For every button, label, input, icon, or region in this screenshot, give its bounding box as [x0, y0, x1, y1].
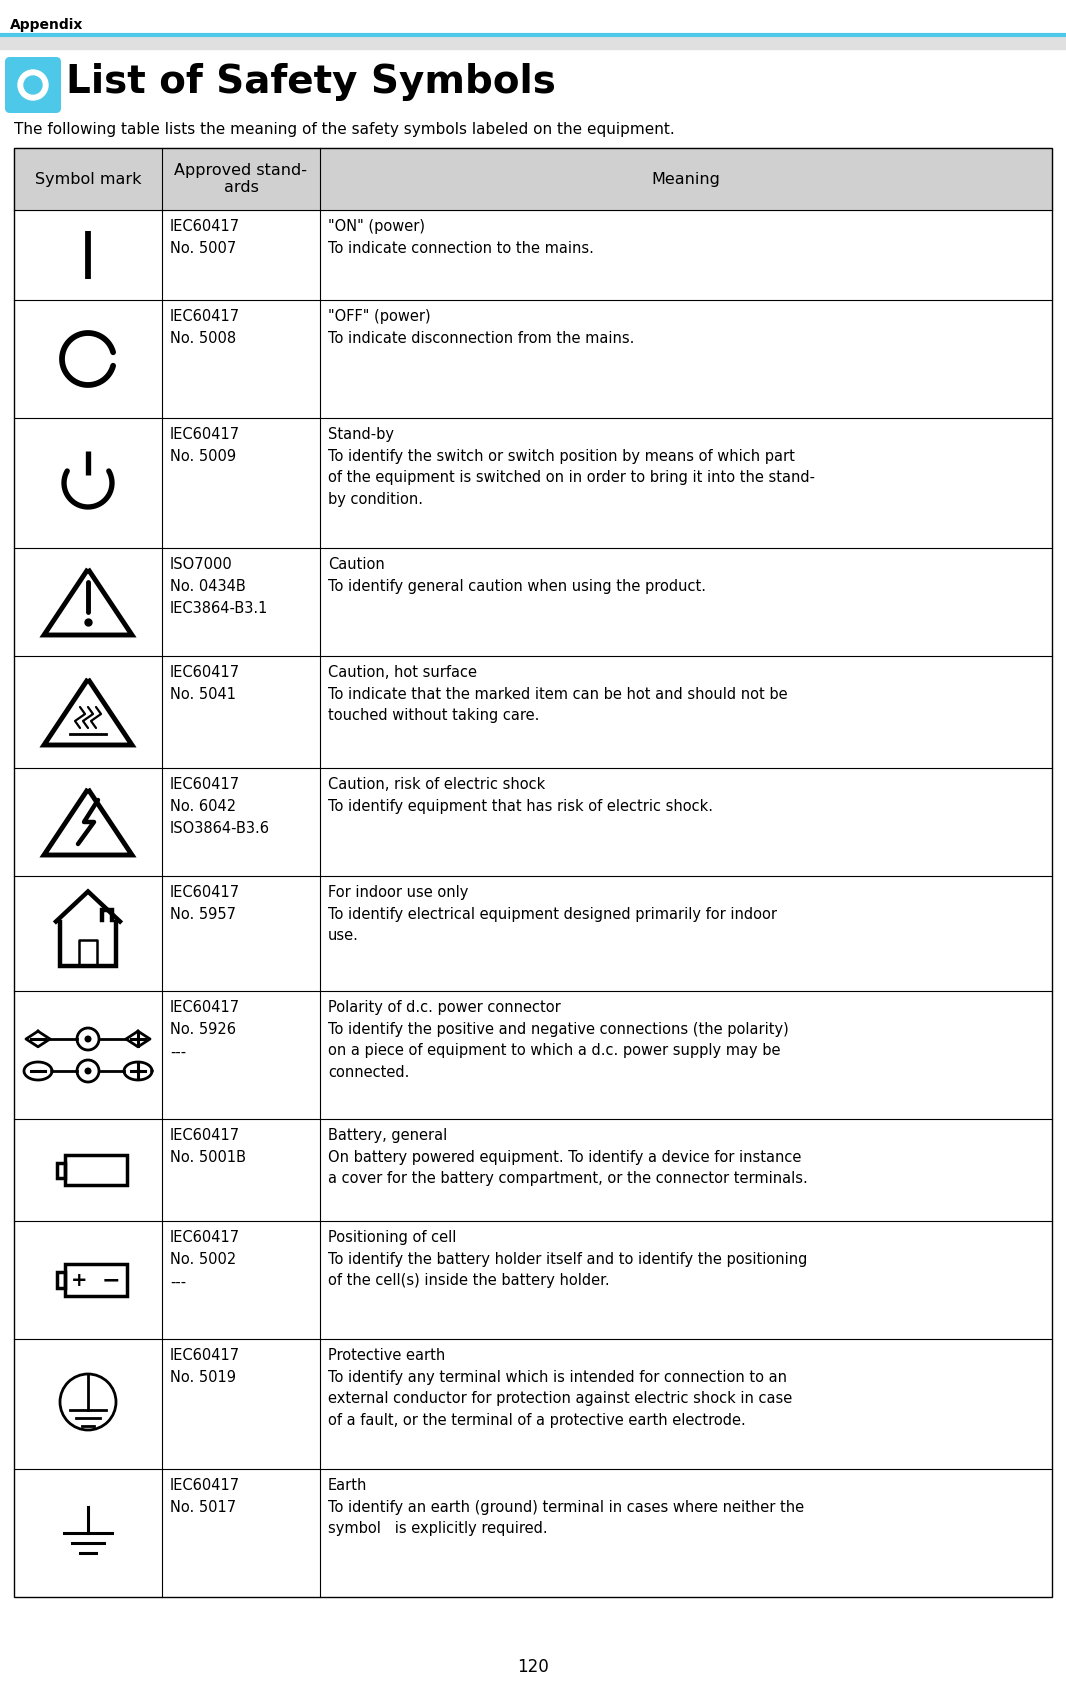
Text: 120: 120 [517, 1658, 549, 1675]
Text: +: + [70, 1270, 87, 1289]
Text: ISO7000
No. 0434B
IEC3864-B3.1: ISO7000 No. 0434B IEC3864-B3.1 [169, 557, 269, 616]
Text: IEC60417
No. 5926
---: IEC60417 No. 5926 --- [169, 1000, 240, 1059]
Text: IEC60417
No. 6042
ISO3864-B3.6: IEC60417 No. 6042 ISO3864-B3.6 [169, 778, 270, 837]
Text: For indoor use only
To identify electrical equipment designed primarily for indo: For indoor use only To identify electric… [328, 886, 777, 943]
Text: The following table lists the meaning of the safety symbols labeled on the equip: The following table lists the meaning of… [14, 121, 675, 137]
Bar [14, 148, 1052, 1598]
Text: List of Safety Symbols: List of Safety Symbols [66, 62, 555, 101]
FancyBboxPatch shape [5, 57, 61, 113]
Text: "OFF" (power)
To indicate disconnection from the mains.: "OFF" (power) To indicate disconnection … [328, 309, 634, 346]
Text: Stand-by
To identify the switch or switch position by means of which part
of the: Stand-by To identify the switch or switc… [328, 427, 815, 506]
Circle shape [84, 1068, 92, 1075]
Text: "ON" (power)
To indicate connection to the mains.: "ON" (power) To indicate connection to t… [328, 219, 594, 256]
Text: Caution, hot surface
To indicate that the marked item can be hot and should not : Caution, hot surface To indicate that th… [328, 665, 788, 724]
Text: Meaning: Meaning [651, 172, 721, 187]
Bar [56, 1162, 65, 1178]
Text: IEC60417
No. 5002
---: IEC60417 No. 5002 --- [169, 1230, 240, 1289]
Text: Caution
To identify general caution when using the product.: Caution To identify general caution when… [328, 557, 706, 594]
Bar [65, 1264, 127, 1296]
Text: Polarity of d.c. power connector
To identify the positive and negative connectio: Polarity of d.c. power connector To iden… [328, 1000, 789, 1080]
Text: Earth
To identify an earth (ground) terminal in cases where neither the
symbol  : Earth To identify an earth (ground) term… [328, 1478, 804, 1537]
Bar [65, 1156, 127, 1184]
Text: IEC60417
No. 5008: IEC60417 No. 5008 [169, 309, 240, 346]
Text: Caution, risk of electric shock
To identify equipment that has risk of electric : Caution, risk of electric shock To ident… [328, 778, 713, 813]
Text: Appendix: Appendix [10, 19, 83, 32]
Text: IEC60417
No. 5017: IEC60417 No. 5017 [169, 1478, 240, 1515]
Text: IEC60417
No. 5957: IEC60417 No. 5957 [169, 886, 240, 923]
Text: IEC60417
No. 5009: IEC60417 No. 5009 [169, 427, 240, 464]
Circle shape [84, 1036, 92, 1043]
Text: Battery, general
On battery powered equipment. To identify a device for instance: Battery, general On battery powered equi… [328, 1129, 808, 1186]
Text: IEC60417
No. 5041: IEC60417 No. 5041 [169, 665, 240, 702]
Text: IEC60417
No. 5001B: IEC60417 No. 5001B [169, 1129, 246, 1166]
Text: Positioning of cell
To identify the battery holder itself and to identify the po: Positioning of cell To identify the batt… [328, 1230, 807, 1289]
Circle shape [18, 69, 48, 100]
Circle shape [25, 76, 42, 94]
Text: IEC60417
No. 5019: IEC60417 No. 5019 [169, 1348, 240, 1385]
Text: Protective earth
To identify any terminal which is intended for connection to an: Protective earth To identify any termina… [328, 1348, 792, 1427]
Text: IEC60417
No. 5007: IEC60417 No. 5007 [169, 219, 240, 256]
Bar [56, 1272, 65, 1287]
Text: −: − [101, 1270, 120, 1291]
Text: Symbol mark: Symbol mark [35, 172, 142, 187]
Text: Approved stand-
ards: Approved stand- ards [175, 164, 307, 196]
